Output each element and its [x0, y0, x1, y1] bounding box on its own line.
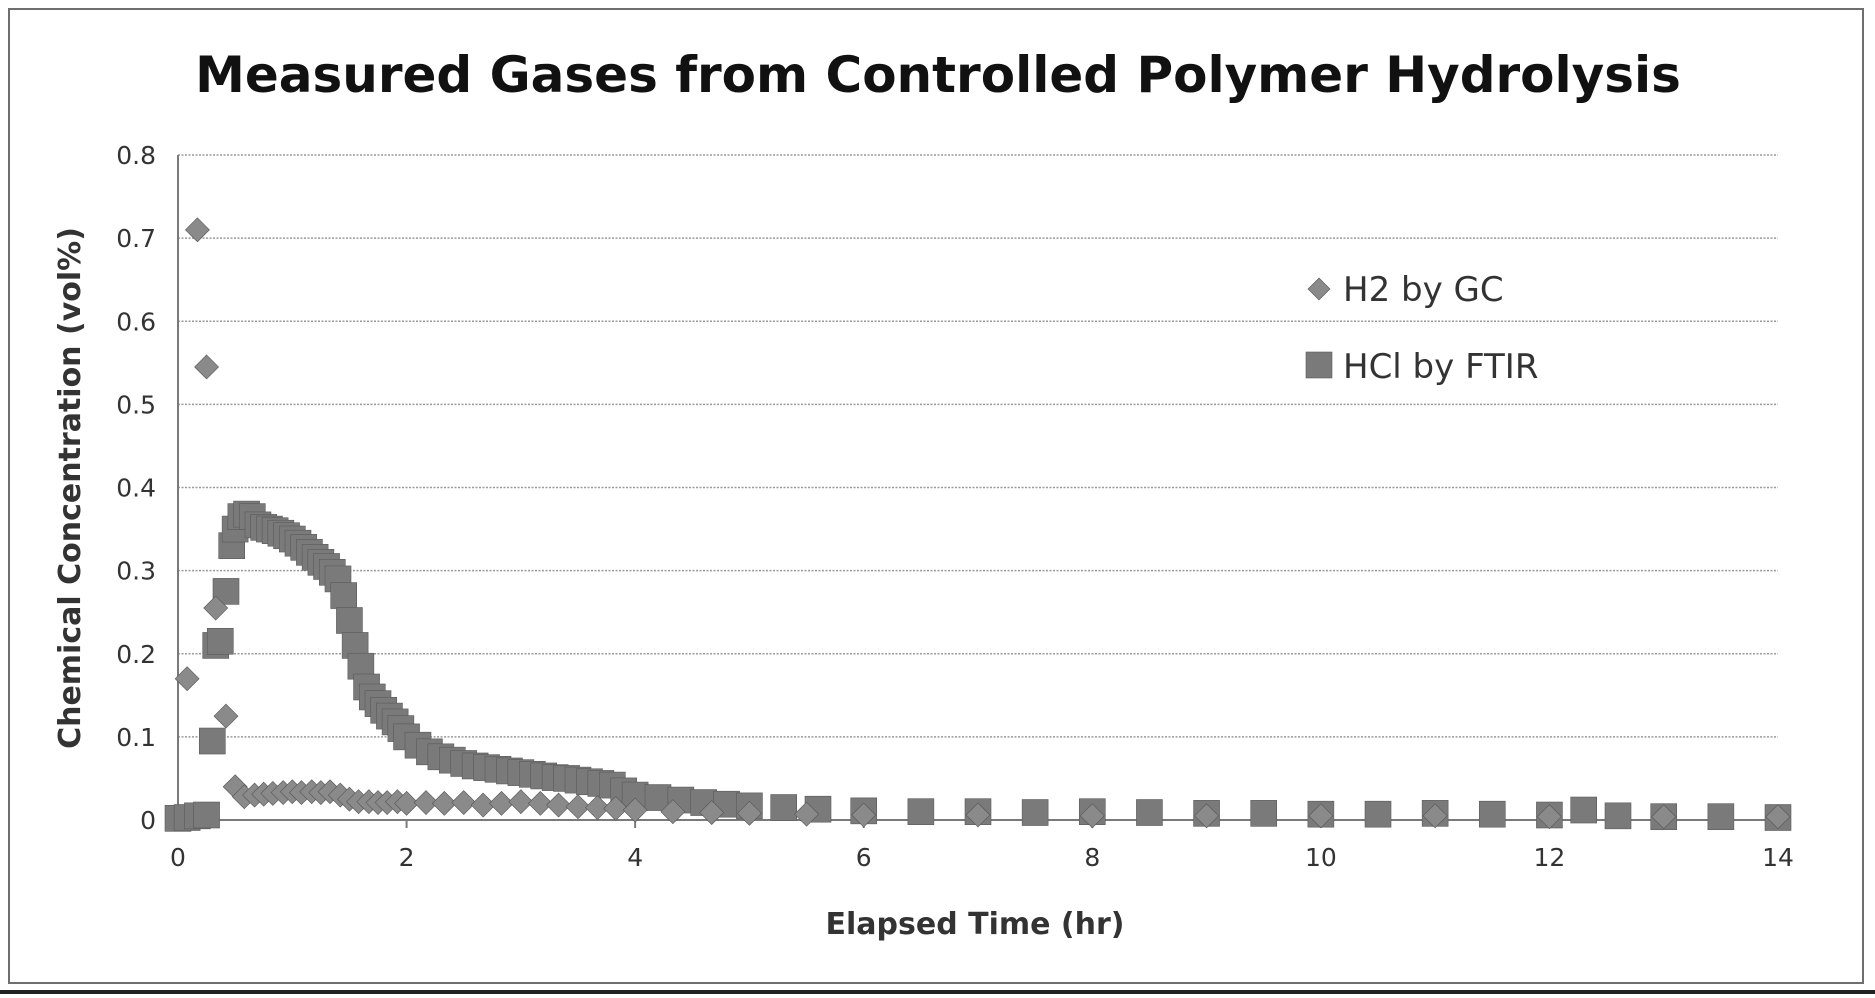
data-point-h2: [489, 790, 514, 816]
data-point-h2: [699, 800, 725, 825]
data-point-h2: [527, 790, 553, 816]
data-point-h2: [431, 790, 457, 816]
data-point-h2: [546, 792, 571, 818]
data-point-hcl: [1707, 803, 1735, 830]
y-tick-label: 0.2: [116, 640, 156, 669]
data-point-h2: [413, 790, 439, 815]
data-point-hcl: [198, 727, 226, 755]
legend: H2 by GC HCl by FTIR: [1305, 270, 1538, 387]
data-point-h2: [1308, 803, 1334, 829]
x-tick-label: 12: [1534, 843, 1566, 872]
legend-square-icon: [1305, 351, 1333, 379]
data-point-h2: [1765, 804, 1791, 830]
data-point-h2: [660, 799, 686, 825]
x-axis-title: Elapsed Time (hr): [826, 907, 1125, 942]
data-point-hcl: [1478, 800, 1506, 828]
data-point-hcl: [336, 607, 363, 634]
y-tick-label: 0: [140, 806, 156, 835]
series-hcl-by-ftir: [164, 500, 1792, 832]
data-point-h2: [470, 792, 496, 818]
data-point-h2: [585, 795, 610, 820]
data-point-h2: [213, 703, 239, 729]
x-tick-label: 8: [1084, 843, 1100, 872]
y-tick-labels: 0 0.1 0.2 0.3 0.4 0.5 0.6 0.7 0.8: [116, 141, 156, 835]
data-point-h2: [737, 800, 762, 826]
x-tick-label: 4: [627, 843, 643, 872]
y-tick-label: 0.8: [116, 141, 156, 170]
data-point-h2: [965, 802, 991, 828]
data-point-h2: [794, 801, 819, 827]
y-tick-label: 0.7: [116, 224, 156, 253]
legend-marker-hcl: [1305, 351, 1333, 379]
x-tick-label: 10: [1305, 843, 1337, 872]
data-point-h2: [565, 794, 591, 820]
data-point-hcl: [907, 798, 935, 825]
y-tick-label: 0.1: [116, 723, 156, 752]
legend-label-h2: H2 by GC: [1343, 270, 1504, 310]
data-point-hcl: [1604, 802, 1632, 830]
data-point-h2: [851, 802, 877, 828]
x-tick-label: 6: [856, 843, 872, 872]
data-point-h2: [194, 354, 219, 380]
data-point-h2: [622, 797, 648, 823]
y-axis-title: Chemical Concentration (vol%): [53, 227, 88, 749]
data-point-hcl: [330, 582, 358, 609]
chart-title: Measured Gases from Controlled Polymer H…: [195, 46, 1681, 104]
data-point-h2: [1194, 803, 1219, 829]
data-point-h2: [394, 790, 419, 816]
data-point-hcl: [1570, 796, 1598, 824]
legend-label-hcl: HCl by FTIR: [1343, 347, 1538, 387]
y-tick-label: 0.4: [116, 474, 156, 503]
legend-marker-h2: [1307, 277, 1331, 301]
x-tick-label: 0: [170, 843, 186, 872]
data-point-hcl: [193, 801, 220, 829]
data-point-hcl: [206, 627, 234, 655]
x-tick-label: 14: [1762, 843, 1794, 872]
data-point-hcl: [770, 794, 798, 821]
data-point-hcl: [1250, 800, 1278, 827]
y-tick-label: 0.6: [116, 307, 156, 336]
data-point-h2: [185, 217, 210, 243]
data-point-h2: [603, 795, 629, 821]
data-point-h2: [174, 666, 200, 692]
series-h2-by-gc: [174, 217, 1791, 830]
data-point-h2: [508, 789, 534, 815]
page-bottom-rule: [0, 990, 1875, 994]
data-point-hcl: [1136, 799, 1163, 826]
data-point-h2: [203, 595, 229, 621]
x-tick-label: 2: [399, 843, 415, 872]
y-tick-label: 0.3: [116, 557, 156, 586]
data-point-h2: [451, 790, 477, 815]
data-point-h2: [1079, 803, 1105, 829]
y-tick-label: 0.5: [116, 390, 156, 419]
legend-diamond-icon: [1307, 277, 1331, 301]
data-point-h2: [1537, 804, 1562, 830]
data-point-hcl: [1364, 800, 1392, 828]
data-point-h2: [1651, 804, 1677, 830]
x-tick-labels: 0 2 4 6 8 10 12 14: [170, 843, 1794, 872]
data-point-hcl: [1021, 799, 1049, 826]
data-point-h2: [1422, 803, 1448, 829]
grid-lines: [178, 154, 1778, 738]
